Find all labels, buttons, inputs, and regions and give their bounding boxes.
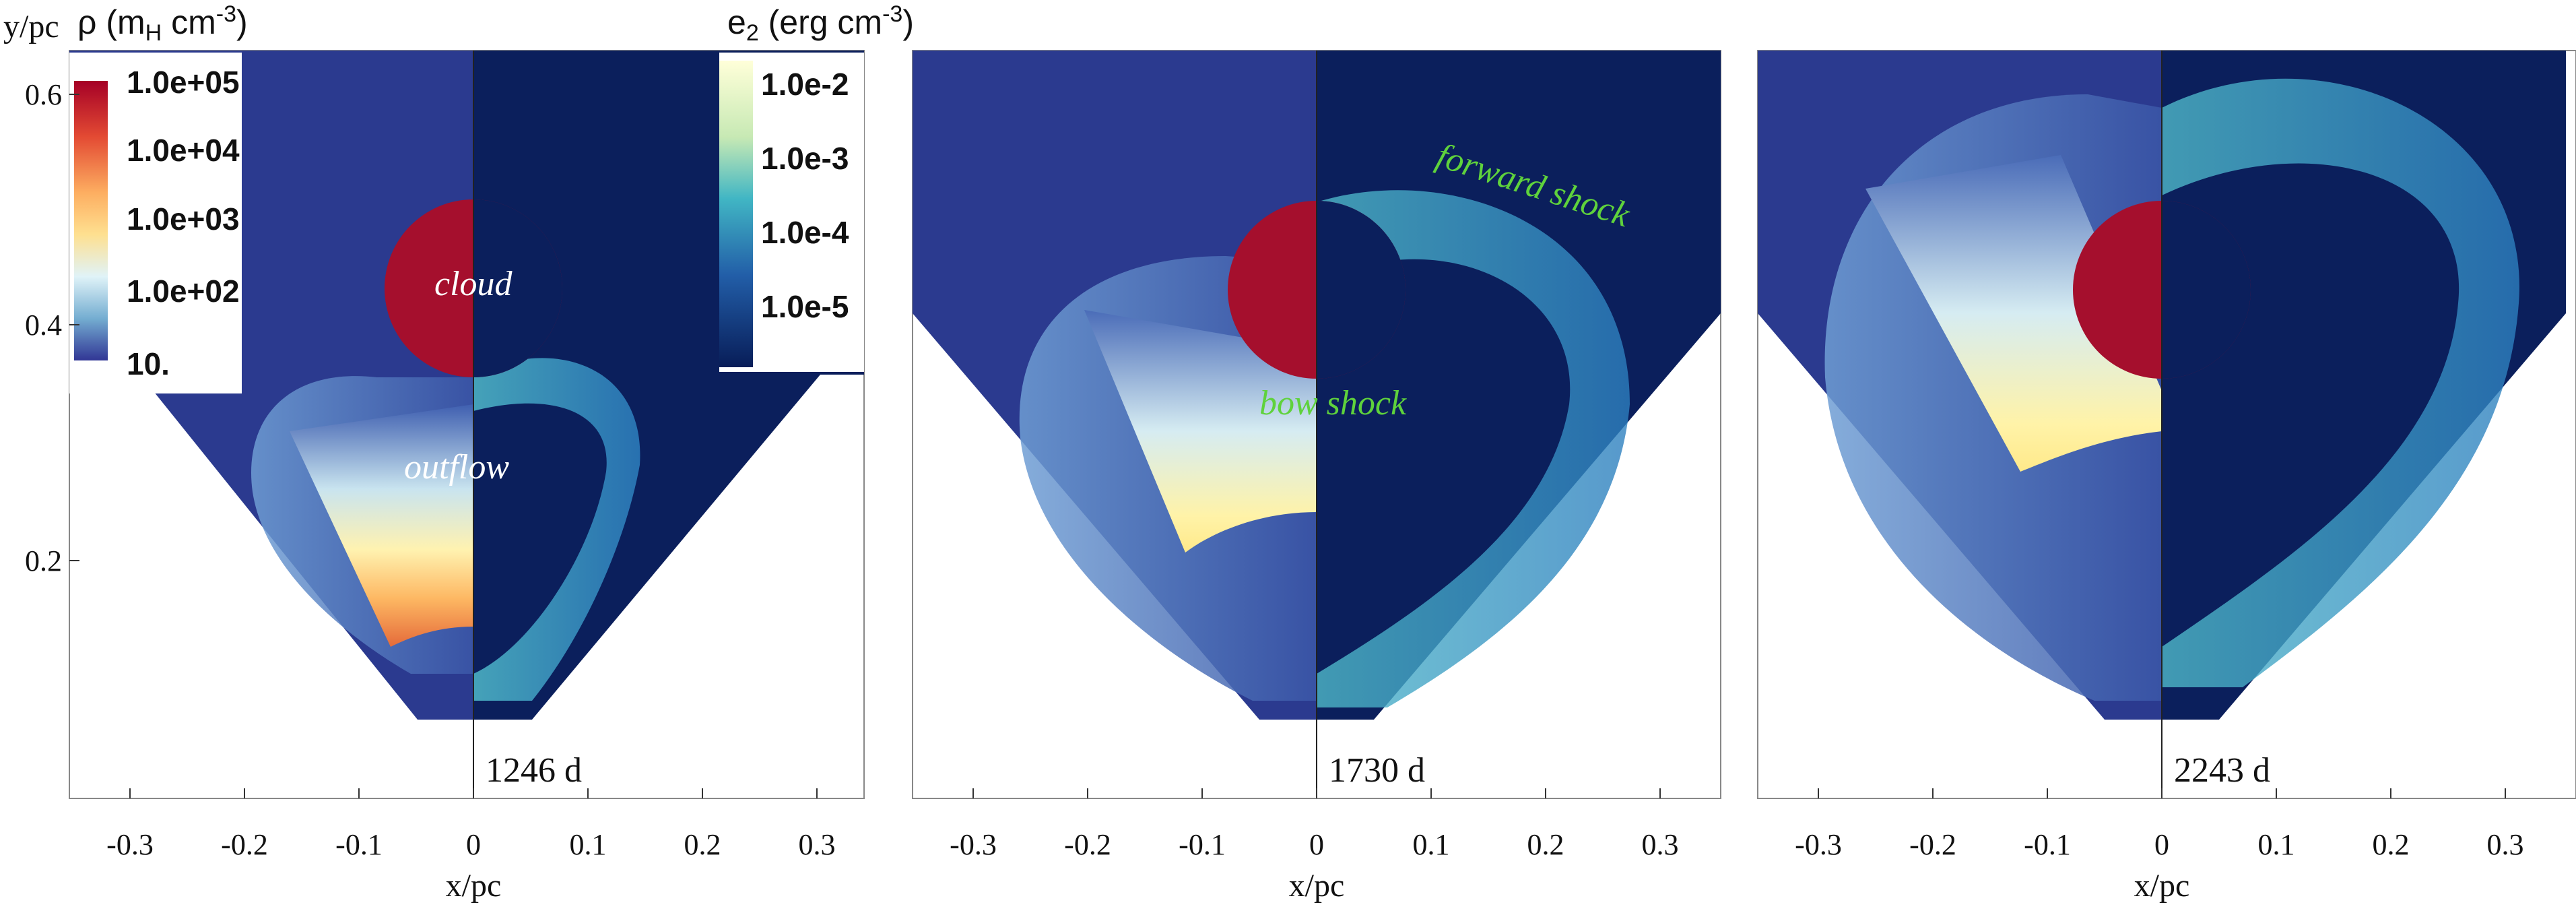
time-labels: 1246 d 1730 d 2243 d bbox=[486, 751, 2270, 790]
density-colorbar-title: ρ (mH cm-3) bbox=[77, 1, 248, 46]
annotation-outflow: outflow bbox=[404, 448, 509, 486]
panel-1-energy-shell bbox=[473, 358, 640, 701]
x-tick-label: 0.2 bbox=[2373, 828, 2410, 861]
panel-2-energy-shell bbox=[1317, 190, 1630, 708]
x-tick-label: -0.2 bbox=[1064, 828, 1111, 861]
energy-colorbar bbox=[719, 61, 753, 367]
x-tick-label: -0.2 bbox=[1909, 828, 1956, 861]
x-tick-label: 0 bbox=[2154, 828, 2169, 861]
energy-colorbar-label: 1.0e-5 bbox=[761, 289, 849, 324]
density-colorbar-label: 1.0e+04 bbox=[127, 133, 240, 168]
panel-time-label: 1246 d bbox=[486, 751, 582, 790]
x-axis-titles: x/pc x/pc x/pc bbox=[446, 868, 2190, 904]
x-axis-label: x/pc bbox=[1289, 868, 1345, 904]
energy-colorbar-label: 1.0e-3 bbox=[761, 141, 849, 176]
panel-3-cloud-energy-half bbox=[2162, 201, 2251, 379]
density-colorbar-label: 1.0e+02 bbox=[127, 274, 240, 309]
energy-colorbar-labels: 1.0e-2 1.0e-3 1.0e-4 1.0e-5 bbox=[761, 67, 849, 324]
x-tick-label: 0.1 bbox=[2258, 828, 2295, 861]
x-tick-label: 0.3 bbox=[1642, 828, 1679, 861]
annotation-cloud: cloud bbox=[434, 265, 513, 303]
annotation-bow-shock: bow shock bbox=[1259, 384, 1407, 422]
x-tick-label: -0.2 bbox=[221, 828, 268, 861]
y-tick-label: 0.2 bbox=[25, 544, 62, 577]
x-tick-label: 0.2 bbox=[1527, 828, 1564, 861]
panel-1 bbox=[69, 50, 865, 799]
x-tick-label: 0.1 bbox=[1413, 828, 1450, 861]
density-colorbar-labels: 1.0e+05 1.0e+04 1.0e+03 1.0e+02 10. bbox=[127, 65, 240, 381]
y-tick-label: 0.4 bbox=[25, 309, 62, 342]
density-colorbar-label: 1.0e+03 bbox=[127, 201, 240, 236]
energy-colorbar-title: e2 (erg cm-3) bbox=[727, 1, 914, 46]
x-axis-label: x/pc bbox=[2134, 868, 2190, 904]
x-tick-label: 0.3 bbox=[799, 828, 836, 861]
panel-2 bbox=[912, 50, 1721, 799]
x-axis-ticks: -0.3 -0.2 -0.1 0 0.1 0.2 0.3 -0.3 -0.2 -0.1 0 0.1 0.… bbox=[106, 788, 2524, 861]
panel-time-label: 1730 d bbox=[1329, 751, 1425, 790]
panel-1-outflow bbox=[290, 404, 473, 647]
panel-2-outflow bbox=[1084, 310, 1317, 553]
x-tick-label: -0.3 bbox=[106, 828, 154, 861]
y-tick-label: 0.6 bbox=[25, 78, 62, 111]
panel-3-energy-shell bbox=[2162, 78, 2519, 688]
x-tick-label: 0 bbox=[1309, 828, 1324, 861]
y-axis-ticks: 0.6 0.4 0.2 bbox=[25, 78, 79, 577]
x-tick-label: 0.2 bbox=[684, 828, 721, 861]
energy-colorbar-label: 1.0e-2 bbox=[761, 67, 849, 102]
x-tick-label: -0.1 bbox=[335, 828, 383, 861]
panel-3-outflow bbox=[1865, 155, 2162, 472]
x-tick-label: -0.1 bbox=[2024, 828, 2071, 861]
x-tick-label: 0.1 bbox=[570, 828, 607, 861]
x-tick-label: 0 bbox=[466, 828, 481, 861]
density-colorbar bbox=[74, 81, 108, 360]
x-tick-label: 0.3 bbox=[2487, 828, 2524, 861]
energy-colorbar-label: 1.0e-4 bbox=[761, 215, 849, 250]
y-axis-label: y/pc bbox=[3, 9, 59, 44]
density-colorbar-label: 10. bbox=[127, 346, 170, 381]
panel-1-cloud-energy-half bbox=[473, 199, 562, 377]
density-colorbar-label: 1.0e+05 bbox=[127, 65, 240, 100]
panel-3 bbox=[1757, 50, 2576, 799]
x-tick-label: -0.1 bbox=[1179, 828, 1226, 861]
x-tick-label: -0.3 bbox=[950, 828, 997, 861]
x-tick-label: -0.3 bbox=[1795, 828, 1842, 861]
panel-2-cloud-energy-half bbox=[1317, 201, 1406, 379]
x-axis-label: x/pc bbox=[446, 868, 502, 904]
panel-time-label: 2243 d bbox=[2174, 751, 2270, 790]
